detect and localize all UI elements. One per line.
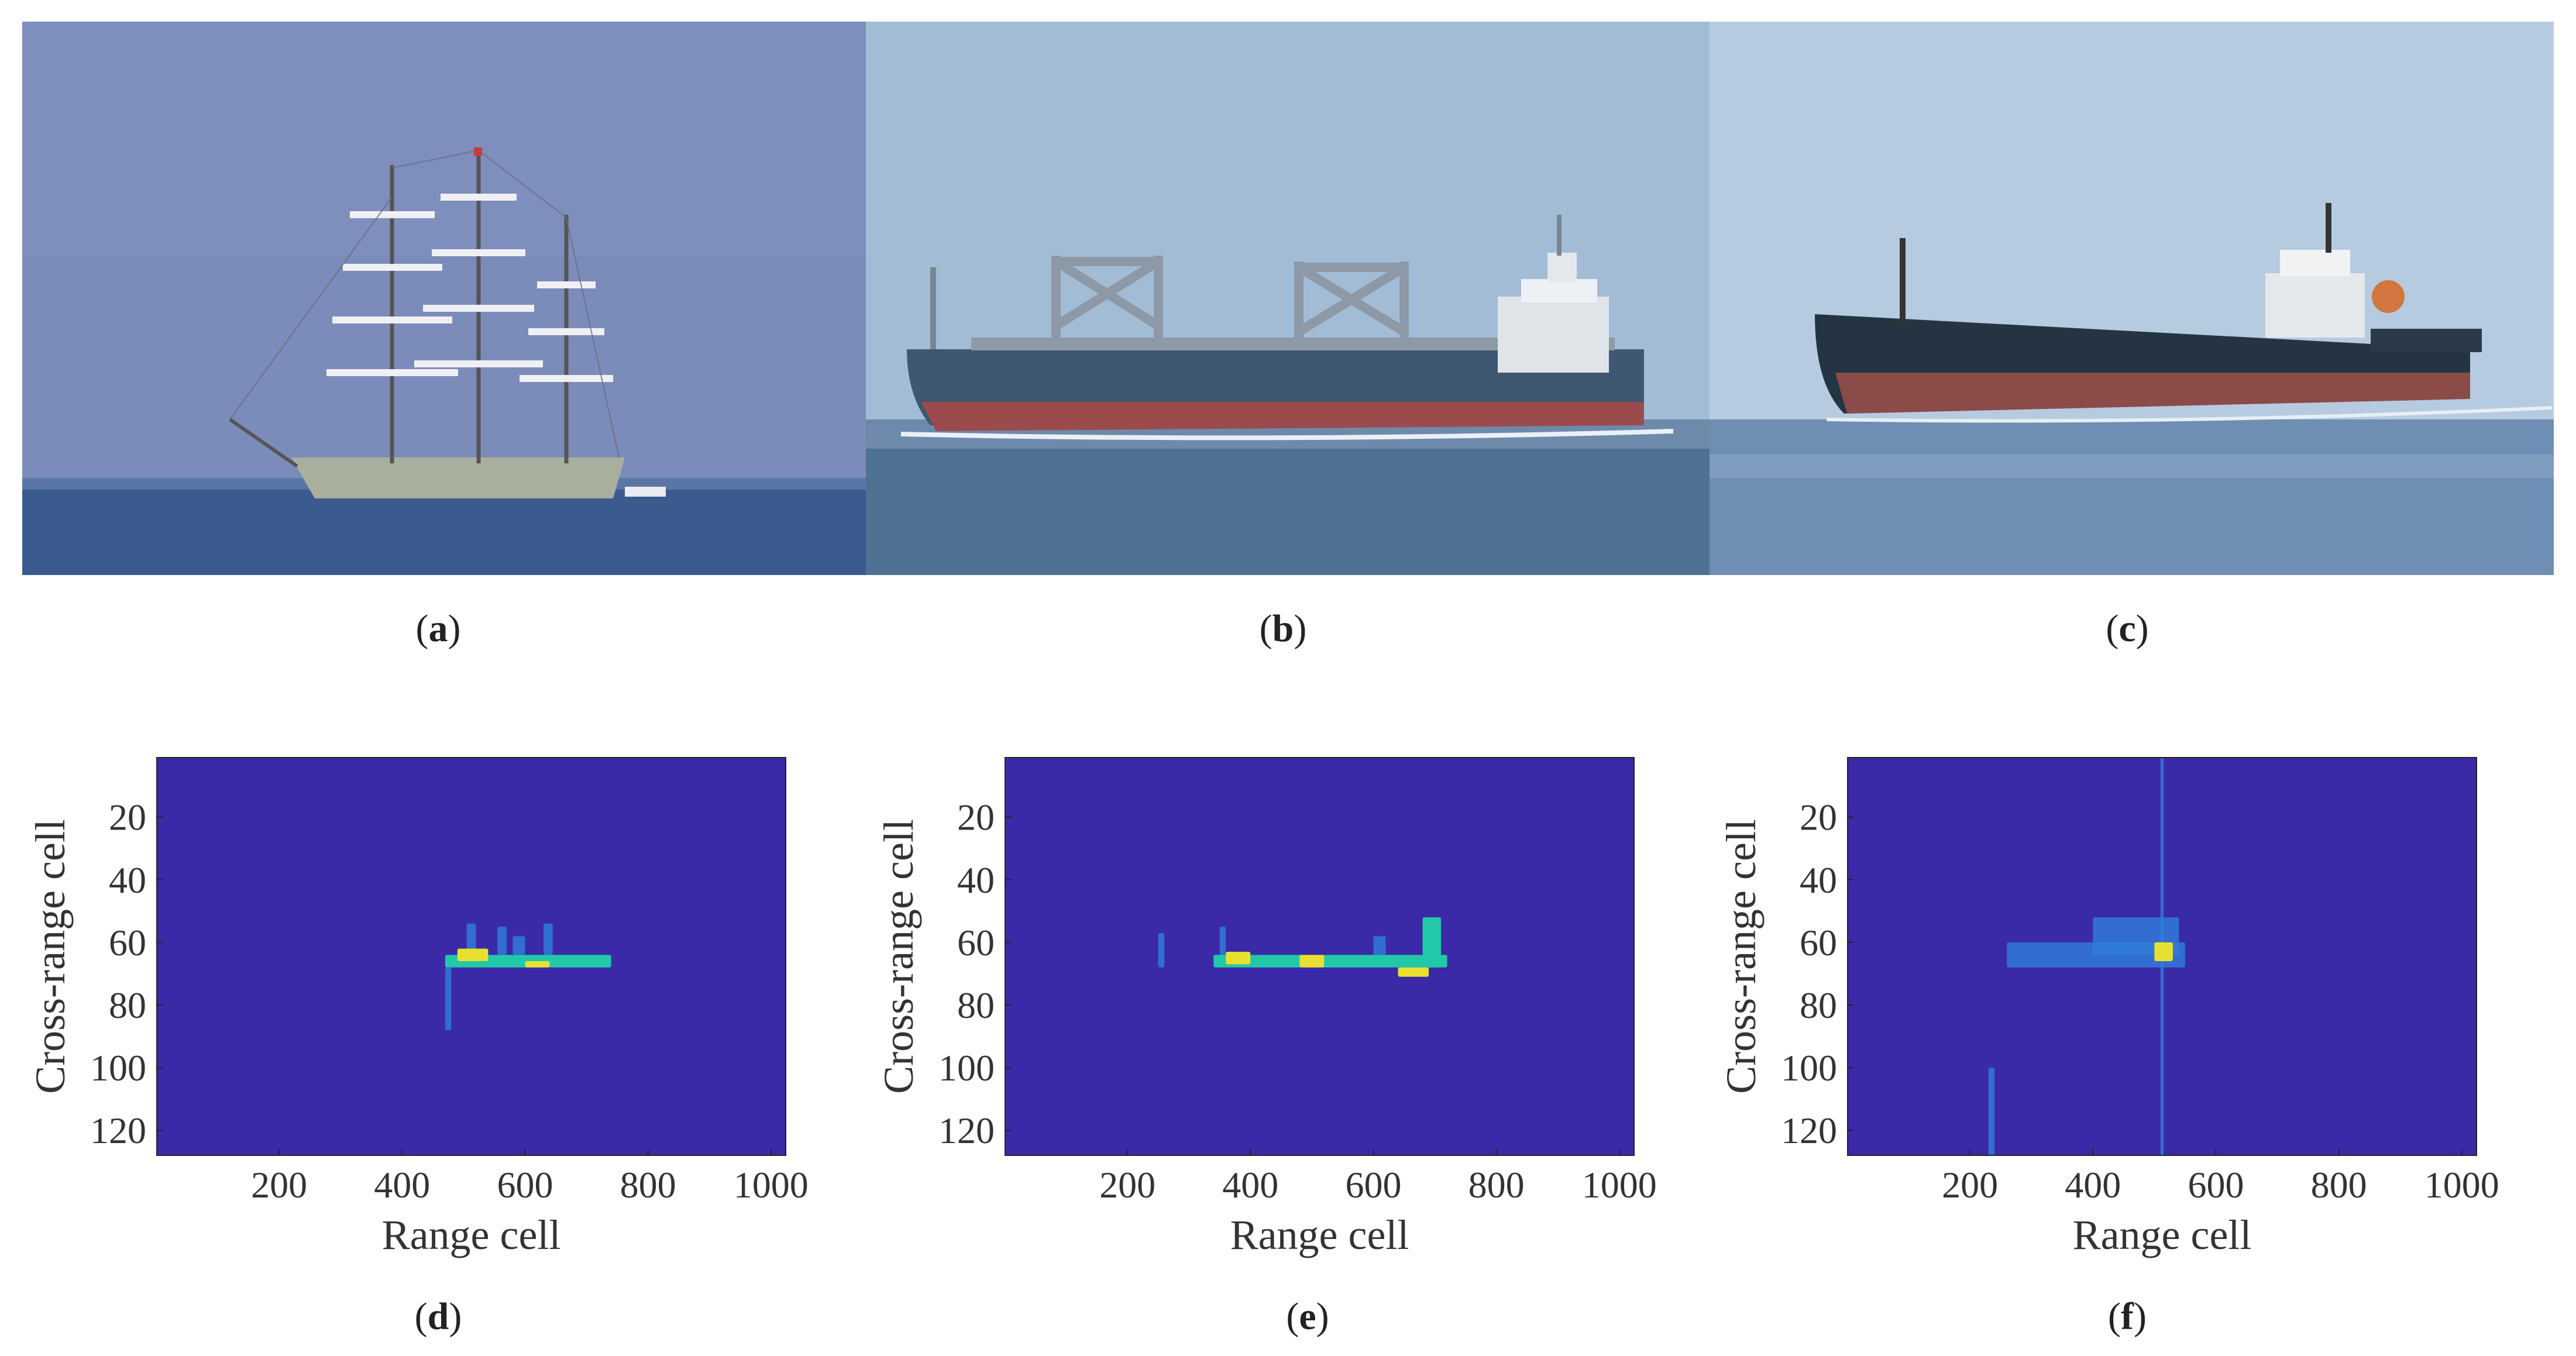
- caption-c: (c): [2106, 607, 2149, 650]
- plot-frame: [1847, 757, 2477, 1156]
- heatmap-hotspot: [1213, 955, 1447, 968]
- isar-plot-f: 200 400 600 800 1000 20 40 60 80 100 120 Range cell…: [1691, 725, 2557, 1345]
- isar-plot-d: 200 400 600 800 1000 20 40 60 80 100 120 Range cell…: [0, 725, 866, 1345]
- y-tick-label: 120: [1781, 1110, 1837, 1151]
- y-tick-label: 100: [1781, 1047, 1837, 1089]
- y-tick-label: 80: [957, 985, 995, 1026]
- x-tick-label: 600: [497, 1164, 553, 1206]
- heatmap-hotspot: [1398, 967, 1429, 977]
- heatmap-hotspot: [1422, 917, 1442, 968]
- heatmap-hotspot: [1226, 951, 1251, 965]
- x-tick-label: 400: [1222, 1164, 1278, 1206]
- y-axis-label: Cross-range cell: [1718, 819, 1765, 1094]
- caption-e: (e): [1286, 1295, 1329, 1338]
- x-tick-label: 600: [1345, 1164, 1401, 1206]
- x-tick-label: 200: [1099, 1164, 1155, 1206]
- x-tick-label: 800: [620, 1164, 676, 1206]
- x-axis-label: Range cell: [1230, 1212, 1409, 1258]
- heatmap-hotspot: [513, 936, 525, 955]
- x-tick-label: 800: [1468, 1164, 1525, 1206]
- y-tick-label: 40: [109, 859, 146, 901]
- caption-f: (f): [2108, 1295, 2147, 1338]
- photo-bulk-carrier: [866, 22, 1710, 575]
- heatmap-hotspot: [1373, 936, 1386, 962]
- x-axis-label: Range cell: [382, 1212, 561, 1258]
- y-tick-label: 40: [957, 859, 995, 901]
- heatmap-hotspot: [1299, 955, 1325, 968]
- y-tick-label: 60: [109, 922, 146, 963]
- y-tick-label: 60: [1800, 922, 1837, 963]
- x-tick-label: 800: [2311, 1164, 2367, 1206]
- x-tick-label: 200: [251, 1164, 307, 1206]
- heatmap-hotspot: [543, 923, 553, 955]
- x-tick-label: 400: [374, 1164, 430, 1206]
- heatmap-hotspot: [1158, 932, 1165, 968]
- y-tick-label: 80: [109, 985, 146, 1026]
- y-tick-label: 20: [109, 797, 146, 838]
- plot-frame: [1005, 757, 1635, 1156]
- isar-plot-e: 200 400 600 800 1000 20 40 60 80 100 120 Range cell…: [848, 725, 1714, 1345]
- x-axis-label: Range cell: [2073, 1212, 2252, 1258]
- x-tick-label: 1000: [734, 1164, 809, 1206]
- y-tick-label: 100: [938, 1047, 995, 1089]
- y-tick-label: 120: [938, 1110, 995, 1151]
- y-tick-label: 20: [1800, 797, 1837, 838]
- caption-a: (a): [415, 607, 461, 650]
- caption-d: (d): [414, 1295, 462, 1338]
- photo-cargo-ship: [1710, 22, 2554, 575]
- y-tick-label: 20: [957, 797, 995, 838]
- y-axis-label: Cross-range cell: [27, 819, 74, 1094]
- heatmap-hotspot: [1988, 1068, 1995, 1155]
- y-tick-label: 120: [90, 1110, 146, 1151]
- x-tick-label: 1000: [1582, 1164, 1657, 1206]
- x-tick-label: 400: [2065, 1164, 2121, 1206]
- caption-b: (b): [1259, 607, 1307, 650]
- y-tick-label: 60: [957, 922, 995, 963]
- plot-frame: [156, 757, 786, 1156]
- photo-sailing-ship: [22, 22, 866, 575]
- x-tick-label: 600: [2188, 1164, 2244, 1206]
- heatmap-hotspot: [466, 923, 476, 955]
- heatmap-hotspot: [457, 948, 489, 962]
- heatmap-hotspot: [497, 927, 507, 955]
- y-axis-label: Cross-range cell: [875, 819, 922, 1094]
- heatmap-hotspot: [445, 967, 452, 1030]
- x-tick-label: 1000: [2424, 1164, 2499, 1206]
- heatmap-hotspot: [1219, 927, 1226, 958]
- x-tick-label: 200: [1942, 1164, 1998, 1206]
- heatmap-hotspot: [2154, 942, 2173, 962]
- heatmap-hotspot: [525, 961, 550, 968]
- y-tick-label: 100: [90, 1047, 146, 1089]
- y-tick-label: 40: [1800, 859, 1837, 901]
- y-tick-label: 80: [1800, 985, 1837, 1026]
